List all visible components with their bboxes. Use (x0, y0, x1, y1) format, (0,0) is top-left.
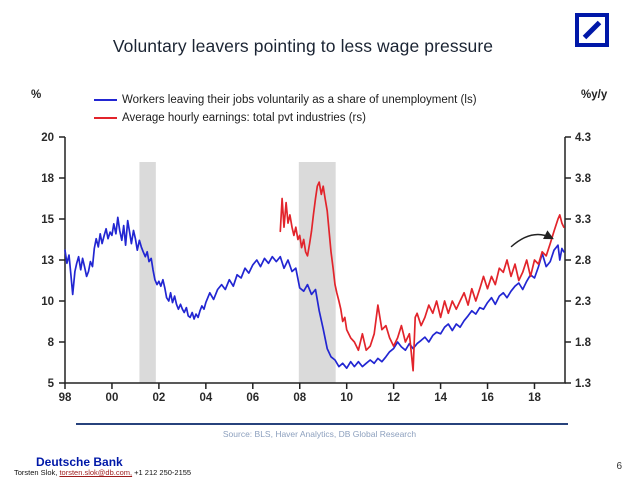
right-axis-tick-label: 4.3 (575, 132, 591, 144)
left-axis-tick-label: 15 (41, 214, 54, 226)
x-axis-tick-label: 04 (199, 392, 212, 404)
recession-band (139, 162, 156, 383)
x-axis-tick-label: 06 (246, 392, 259, 404)
analyst-phone: +1 212 250-2155 (132, 468, 192, 477)
page-title: Voluntary leavers pointing to less wage … (112, 36, 494, 56)
left-axis-tick-label: 10 (41, 296, 54, 308)
x-axis-tick-label: 02 (152, 392, 165, 404)
deutsche-bank-logo-icon (575, 13, 609, 47)
x-axis-tick-label: 98 (59, 392, 72, 404)
recession-band (298, 162, 336, 383)
left-axis-tick-label: 5 (48, 378, 55, 390)
x-axis-tick-label: 10 (340, 392, 353, 404)
left-axis-tick-label: 13 (41, 255, 54, 267)
blue-line-swatch-icon (94, 99, 117, 101)
annotation-arrow (510, 230, 554, 248)
right-axis-tick-label: 3.3 (575, 214, 591, 226)
x-axis-tick-label: 00 (106, 392, 119, 404)
right-axis-tick-label: 2.8 (575, 255, 592, 267)
right-axis-tick-label: 1.8 (575, 337, 592, 349)
analyst-name: Torsten Slok, (14, 468, 60, 477)
x-axis-tick-label: 18 (528, 392, 541, 404)
source-line: Source: BLS, Haver Analytics, DB Global … (222, 429, 417, 439)
red-line-swatch-icon (94, 117, 117, 119)
x-axis-tick-label: 14 (434, 392, 447, 404)
x-axis-tick-label: 16 (481, 392, 494, 404)
left-axis-tick-label: 18 (41, 173, 54, 185)
left-axis-tick-label: 8 (48, 337, 55, 349)
right-axis-tick-label: 3.8 (575, 173, 592, 185)
right-axis-tick-label: 2.3 (575, 296, 591, 308)
right-axis-tick-label: 1.3 (575, 378, 591, 390)
legend-label: Average hourly earnings: total pvt indus… (122, 112, 366, 124)
blue-series-line (64, 216, 565, 370)
legend-item-red: Average hourly earnings: total pvt indus… (94, 109, 477, 127)
legend-item-blue: Workers leaving their jobs voluntarily a… (94, 91, 477, 109)
left-axis-unit-label: % (31, 89, 42, 101)
bank-name: Deutsche Bank (36, 455, 123, 469)
x-axis-tick-label: 08 (293, 392, 306, 404)
footer-divider (76, 423, 568, 425)
right-axis-unit-label: %y/y (581, 89, 608, 101)
left-axis-tick-label: 20 (41, 132, 54, 144)
page-number: 6 (616, 461, 622, 472)
red-series-line (279, 181, 565, 372)
analyst-contact: Torsten Slok, torsten.slok@db.com, +1 21… (14, 468, 191, 477)
analyst-email-link[interactable]: torsten.slok@db.com, (59, 468, 133, 477)
x-axis-tick-label: 12 (387, 392, 400, 404)
chart-legend: Workers leaving their jobs voluntarily a… (94, 91, 477, 127)
legend-label: Workers leaving their jobs voluntarily a… (122, 94, 477, 106)
